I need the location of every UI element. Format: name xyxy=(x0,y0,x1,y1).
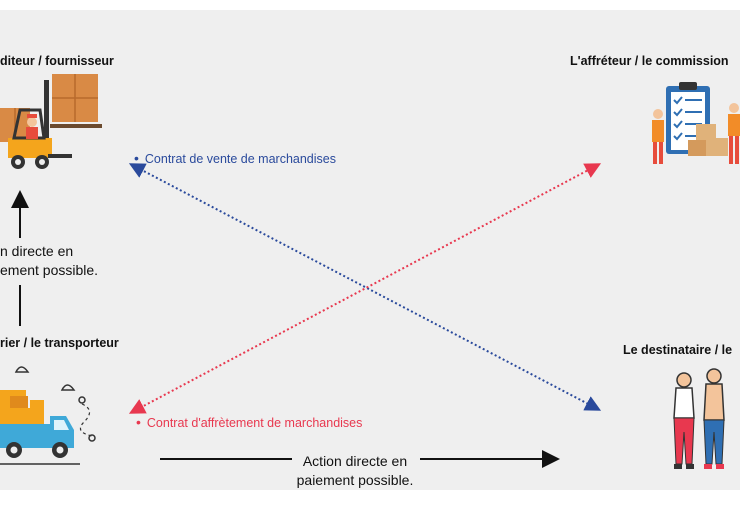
bottom-action-line-2: paiement possible. xyxy=(296,472,414,488)
bullet-icon: • xyxy=(136,414,141,430)
sale-contract-arrow xyxy=(128,163,602,411)
arrows-layer xyxy=(11,163,602,468)
party-label-top-right: L'affréteur / le commission xyxy=(570,54,729,68)
left-action-text: n directe en ement possible. xyxy=(0,242,98,280)
sale-contract-label: Contrat de vente de marchandises xyxy=(144,152,336,166)
recipients-couple-icon xyxy=(673,368,725,469)
charter-contract-label: Contrat d'affrètement de marchandises xyxy=(146,416,363,430)
clipboard-workers-icon xyxy=(652,82,740,164)
left-action-line-1: n directe en xyxy=(0,243,74,259)
left-action-line-2: ement possible. xyxy=(0,262,99,278)
party-label-bottom-left: rier / le transporteur xyxy=(0,336,119,350)
charter-contract-arrow xyxy=(128,163,602,414)
delivery-truck-icon xyxy=(0,366,96,465)
party-label-top-left: diteur / fournisseur xyxy=(0,54,114,68)
sale-contract-note: • Contrat de vente de marchandises xyxy=(134,150,336,166)
bottom-action-line-1: Action directe en xyxy=(302,453,408,469)
diagram-canvas: diteur / fournisseur L'affréteur / le co… xyxy=(0,10,740,490)
bullet-icon: • xyxy=(134,150,139,166)
forklift-worker-icon xyxy=(0,74,102,169)
party-label-bottom-right: Le destinataire / le xyxy=(623,343,733,357)
bottom-action-text: Action directe en paiement possible. xyxy=(290,452,420,490)
charter-contract-note: • Contrat d'affrètement de marchandises xyxy=(136,414,362,430)
